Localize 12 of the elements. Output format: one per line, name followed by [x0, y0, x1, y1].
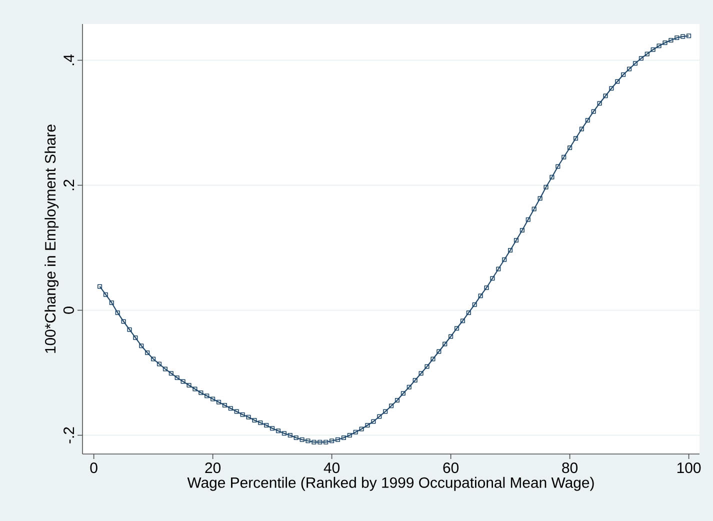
x-tick-label: 40 — [324, 462, 340, 474]
x-tick-label: 80 — [562, 462, 578, 474]
x-axis-title: Wage Percentile (Ranked by 1999 Occupational Mean Wage) — [187, 476, 594, 491]
y-tick-label: .4 — [64, 54, 74, 66]
x-tick-label: 100 — [677, 462, 701, 474]
y-tick-label: .2 — [64, 180, 74, 190]
y-tick-label: -.2 — [64, 427, 74, 444]
x-tick-label: 0 — [90, 462, 98, 474]
y-axis-title: 100*Change in Employment Share — [44, 124, 59, 353]
x-tick-label: 60 — [443, 462, 459, 474]
y-tick-label: 0 — [63, 306, 74, 314]
x-tick-label: 20 — [205, 462, 221, 474]
